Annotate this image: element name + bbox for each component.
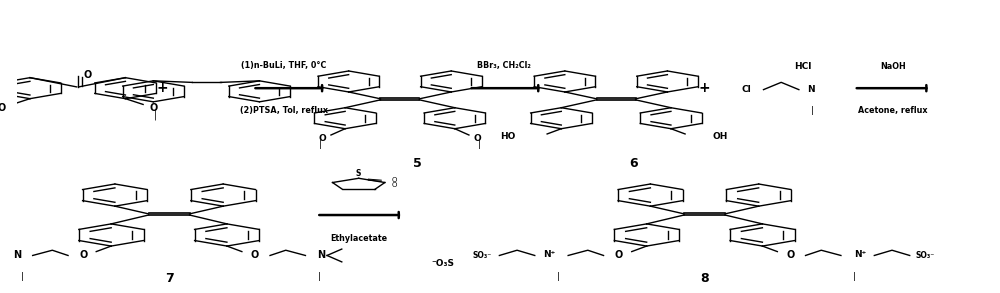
Text: |: | — [319, 140, 322, 149]
Text: |: | — [478, 140, 481, 149]
Text: N⁺: N⁺ — [543, 251, 555, 259]
Text: 7: 7 — [165, 272, 173, 285]
Text: Ethylacetate: Ethylacetate — [330, 234, 387, 243]
Text: HCl: HCl — [794, 62, 811, 71]
Text: N: N — [13, 251, 21, 260]
Text: |: | — [318, 272, 321, 280]
Text: +: + — [156, 81, 168, 95]
Text: O: O — [150, 103, 158, 113]
Text: O: O — [84, 69, 92, 79]
Text: O: O — [786, 251, 795, 260]
Text: O: O — [251, 251, 259, 260]
Text: N: N — [807, 85, 814, 94]
Text: O: O — [615, 251, 623, 260]
Text: O: O — [0, 103, 6, 113]
Text: |: | — [853, 272, 856, 280]
Text: N⁺: N⁺ — [854, 251, 866, 259]
Text: |: | — [557, 272, 560, 280]
Text: SO₃⁻: SO₃⁻ — [472, 251, 492, 260]
Text: 8: 8 — [700, 272, 709, 285]
Text: HO: HO — [501, 132, 516, 141]
Text: N: N — [317, 251, 325, 260]
Text: ⁻O₃S: ⁻O₃S — [431, 259, 454, 268]
Text: O: O — [474, 134, 482, 143]
Text: +: + — [699, 81, 710, 95]
Text: BBr₃, CH₂Cl₂: BBr₃, CH₂Cl₂ — [477, 61, 531, 70]
Text: NaOH: NaOH — [880, 62, 906, 71]
Text: O: O — [392, 177, 397, 183]
Text: |: | — [154, 109, 157, 120]
Text: |: | — [21, 272, 24, 280]
Text: S: S — [356, 169, 361, 178]
Text: 5: 5 — [413, 158, 422, 171]
Text: O: O — [318, 134, 326, 143]
Text: 6: 6 — [629, 158, 638, 171]
Text: OH: OH — [713, 132, 728, 141]
Text: O: O — [392, 182, 397, 188]
Text: SO₃⁻: SO₃⁻ — [916, 251, 935, 260]
Text: |: | — [811, 106, 814, 115]
Text: O: O — [79, 251, 87, 260]
Text: (1)n-BuLi, THF, 0°C: (1)n-BuLi, THF, 0°C — [241, 61, 327, 70]
Text: |: | — [0, 109, 1, 120]
Text: Cl: Cl — [742, 85, 752, 94]
Text: (2)PTSA, Tol, reflux: (2)PTSA, Tol, reflux — [240, 106, 328, 115]
Text: Acetone, reflux: Acetone, reflux — [858, 106, 928, 115]
